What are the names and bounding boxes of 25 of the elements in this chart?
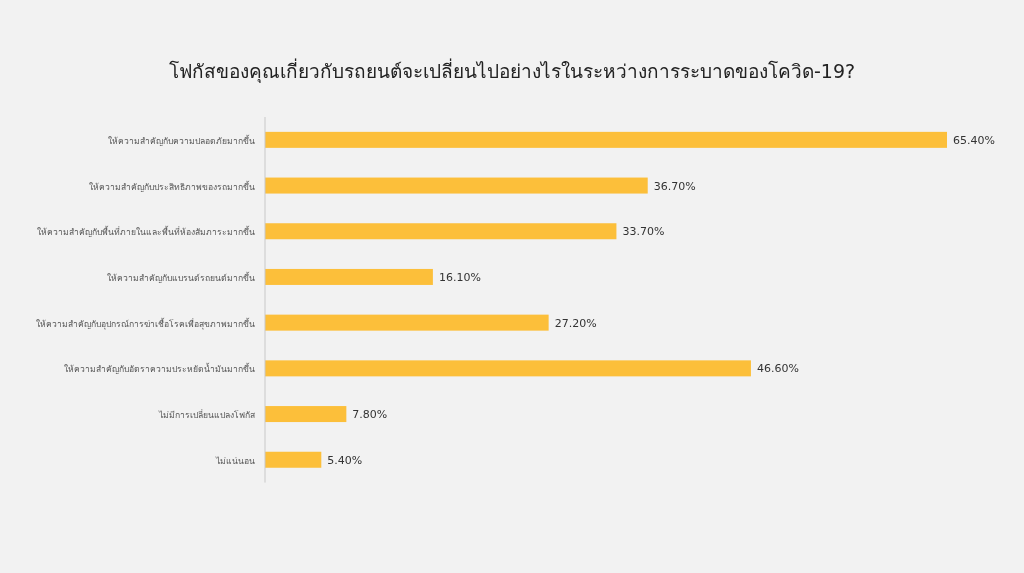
bar xyxy=(265,131,947,148)
y-tick-label: ไม่มีการเปลี่ยนแปลงโฟกัส xyxy=(158,409,256,421)
y-tick-label: ให้ความสำคัญกับแบรนด์รถยนต์มากขึ้น xyxy=(107,270,255,283)
data-label: 27.20% xyxy=(554,316,597,330)
y-tick-label: ให้ความสำคัญกับประสิทธิภาพของรถมากขึ้น xyxy=(89,179,255,192)
y-tick-label: ให้ความสำคัญกับความปลอดภัยมากขึ้น xyxy=(108,133,255,146)
data-label: 46.60% xyxy=(756,362,799,376)
y-tick-label: ไม่แน่นอน xyxy=(215,455,255,466)
y-tick-label: ให้ความสำคัญกับพื้นที่ภายในและพื้นที่ห้องสัมภาระมากขึ้น xyxy=(37,225,255,238)
bar xyxy=(265,451,322,468)
y-tick-label: ให้ความสำคัญกับอุปกรณ์การฆ่าเชื้อโรคเพื่อสุขภาพมากขึ้น xyxy=(36,316,255,330)
bar xyxy=(265,223,617,240)
bar xyxy=(265,177,648,194)
data-label: 65.40% xyxy=(953,133,995,147)
bar xyxy=(265,406,347,423)
data-label: 36.70% xyxy=(653,179,696,193)
data-label: 5.40% xyxy=(327,453,363,467)
y-tick-label: ให้ความสำคัญกับอัตราความประหยัดน้ำมันมากขึ้น xyxy=(64,362,255,375)
data-label: 16.10% xyxy=(438,270,481,284)
chart-title: โฟกัสของคุณเกี่ยวกับรถยนต์จะเปลี่ยนไปอย่างไรในระหว่างการระบาดของโควิด-19? xyxy=(168,58,856,84)
bar xyxy=(265,314,549,331)
bar xyxy=(265,268,433,285)
data-label: 33.70% xyxy=(622,225,665,239)
bar xyxy=(265,360,751,377)
data-label: 7.80% xyxy=(352,408,388,422)
